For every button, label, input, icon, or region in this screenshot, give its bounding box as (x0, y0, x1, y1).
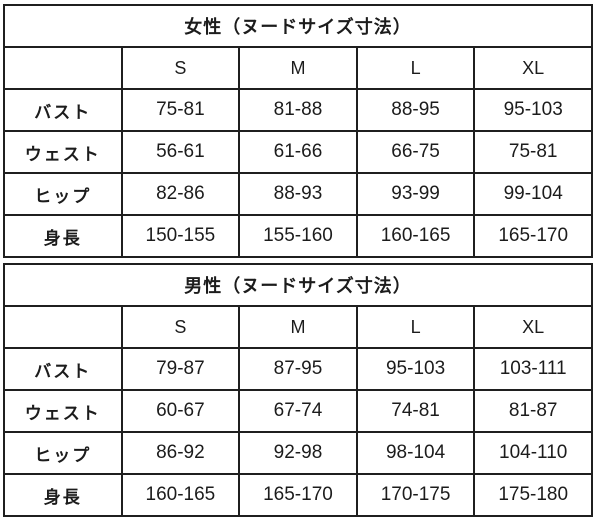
men-bust-label: バスト (3, 347, 123, 391)
men-height-l: 170-175 (355, 473, 476, 517)
men-size-header-xl: XL (473, 305, 593, 349)
women-waist-xl: 75-81 (473, 130, 593, 174)
men-size-header-m: M (238, 305, 358, 349)
men-height-m: 165-170 (238, 473, 358, 517)
women-waist-m: 61-66 (238, 130, 358, 174)
women-height-m: 155-160 (238, 214, 358, 258)
women-row-height: 身長 150-155 155-160 160-165 165-170 (3, 214, 593, 258)
men-hip-label: ヒップ (3, 431, 123, 475)
women-row-hip: ヒップ 82-86 88-93 93-99 99-104 (3, 172, 593, 216)
women-size-header-xl: XL (473, 46, 593, 90)
women-bust-l: 88-95 (355, 88, 476, 132)
men-row-height: 身長 160-165 165-170 170-175 175-180 (3, 473, 593, 517)
women-corner-cell (3, 46, 123, 90)
men-bust-m: 87-95 (238, 347, 358, 391)
men-size-header-row: S M L XL (3, 305, 593, 349)
men-bust-xl: 103-111 (473, 347, 593, 391)
men-row-bust: バスト 79-87 87-95 95-103 103-111 (3, 347, 593, 391)
women-hip-xl: 99-104 (473, 172, 593, 216)
men-waist-label: ウェスト (3, 389, 123, 433)
men-row-hip: ヒップ 86-92 92-98 98-104 104-110 (3, 431, 593, 475)
women-title-row: 女性（ヌードサイズ寸法） (3, 4, 593, 48)
men-row-waist: ウェスト 60-67 67-74 74-81 81-87 (3, 389, 593, 433)
women-hip-m: 88-93 (238, 172, 358, 216)
women-waist-l: 66-75 (355, 130, 476, 174)
size-table-women: 女性（ヌードサイズ寸法） S M L XL バスト 75-81 81-88 88… (3, 4, 593, 258)
size-table-men: 男性（ヌードサイズ寸法） S M L XL バスト 79-87 87-95 95… (3, 263, 593, 517)
men-title-row: 男性（ヌードサイズ寸法） (3, 263, 593, 307)
women-hip-s: 82-86 (120, 172, 241, 216)
women-hip-l: 93-99 (355, 172, 476, 216)
women-bust-s: 75-81 (120, 88, 241, 132)
men-waist-s: 60-67 (120, 389, 241, 433)
men-hip-l: 98-104 (355, 431, 476, 475)
women-row-waist: ウェスト 56-61 61-66 66-75 75-81 (3, 130, 593, 174)
men-hip-xl: 104-110 (473, 431, 593, 475)
women-bust-xl: 95-103 (473, 88, 593, 132)
women-height-l: 160-165 (355, 214, 476, 258)
men-hip-s: 86-92 (120, 431, 241, 475)
men-corner-cell (3, 305, 123, 349)
women-table-title: 女性（ヌードサイズ寸法） (3, 4, 593, 48)
men-hip-m: 92-98 (238, 431, 358, 475)
women-size-header-m: M (238, 46, 358, 90)
men-waist-m: 67-74 (238, 389, 358, 433)
women-hip-label: ヒップ (3, 172, 123, 216)
men-table-title: 男性（ヌードサイズ寸法） (3, 263, 593, 307)
men-height-s: 160-165 (120, 473, 241, 517)
men-size-header-s: S (120, 305, 241, 349)
men-height-xl: 175-180 (473, 473, 593, 517)
women-bust-label: バスト (3, 88, 123, 132)
women-height-s: 150-155 (120, 214, 241, 258)
women-waist-label: ウェスト (3, 130, 123, 174)
men-height-label: 身長 (3, 473, 123, 517)
women-size-header-s: S (120, 46, 241, 90)
men-waist-l: 74-81 (355, 389, 476, 433)
women-size-header-l: L (355, 46, 476, 90)
women-waist-s: 56-61 (120, 130, 241, 174)
women-height-label: 身長 (3, 214, 123, 258)
women-size-header-row: S M L XL (3, 46, 593, 90)
men-waist-xl: 81-87 (473, 389, 593, 433)
men-size-header-l: L (355, 305, 476, 349)
women-bust-m: 81-88 (238, 88, 358, 132)
men-bust-s: 79-87 (120, 347, 241, 391)
men-bust-l: 95-103 (355, 347, 476, 391)
women-row-bust: バスト 75-81 81-88 88-95 95-103 (3, 88, 593, 132)
women-height-xl: 165-170 (473, 214, 593, 258)
